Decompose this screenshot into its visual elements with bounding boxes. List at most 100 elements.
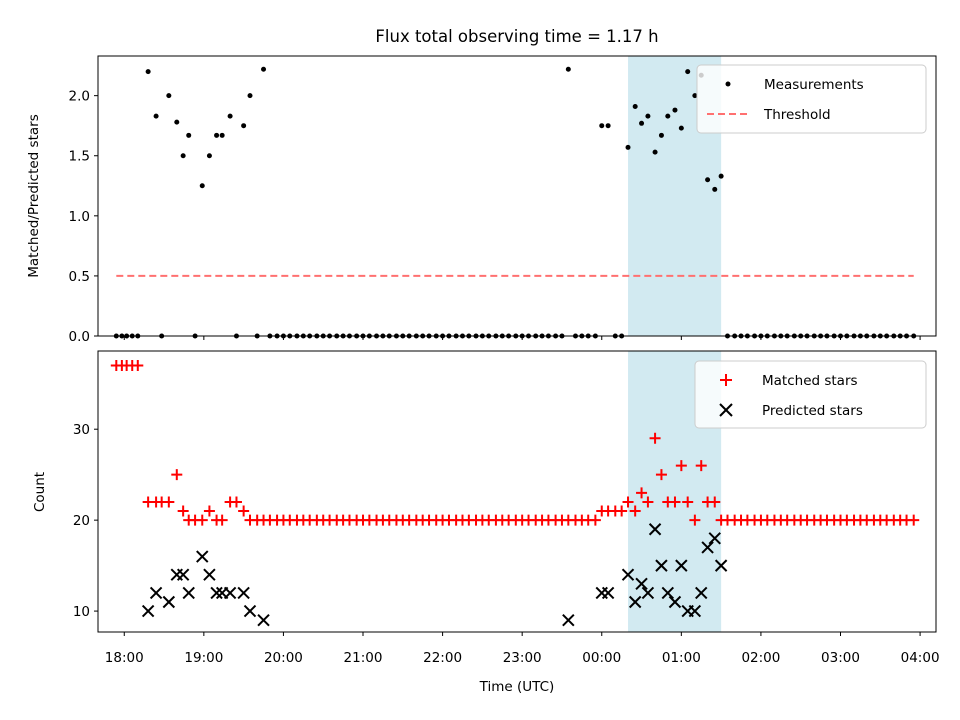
measurement-point bbox=[599, 123, 605, 129]
matched-star-point bbox=[171, 469, 183, 481]
matched-star-point bbox=[709, 496, 721, 508]
predicted-star-point bbox=[655, 559, 668, 572]
y-tick-label: 20 bbox=[73, 513, 90, 529]
predicted-star-point bbox=[237, 586, 250, 600]
x-axis-ticks bbox=[123, 336, 921, 340]
legend-measurements-marker bbox=[725, 81, 731, 87]
measurement-point bbox=[145, 69, 151, 75]
measurement-point bbox=[214, 132, 220, 138]
plot-frame bbox=[97, 350, 937, 633]
y-tick-label: 10 bbox=[73, 604, 90, 620]
predicted-star-point bbox=[176, 568, 190, 581]
predicted-star-point bbox=[675, 559, 688, 572]
count-plot: 10 20 30 18:00 19:00 20:00 21:00 22:00 23:00 00:… bbox=[32, 350, 940, 695]
measurement-point bbox=[605, 123, 611, 129]
y-axis-label: Count bbox=[32, 472, 48, 512]
measurement-point bbox=[645, 113, 651, 119]
predicted-star-point bbox=[182, 586, 195, 600]
measurement-point bbox=[685, 69, 691, 75]
matched-star-point bbox=[689, 514, 701, 526]
measurement-point bbox=[692, 93, 698, 99]
chart-title: Flux total observing time = 1.17 h bbox=[375, 27, 658, 46]
matched-star-point bbox=[177, 505, 189, 517]
plot-frame bbox=[97, 55, 937, 337]
measurement-point bbox=[247, 93, 253, 99]
x-axis-ticks: 18:00 19:00 20:00 21:00 22:00 23:00 00:00 01:00… bbox=[105, 632, 940, 666]
measurement-point bbox=[153, 113, 159, 119]
x-axis-label: Time (UTC) bbox=[479, 679, 555, 695]
measurement-point bbox=[174, 119, 180, 125]
measurement-point bbox=[241, 123, 247, 129]
legend-matched-label: Matched stars bbox=[762, 373, 858, 389]
measurement-point bbox=[665, 113, 671, 119]
predicted-star-point bbox=[562, 613, 575, 627]
legend-measurements-label: Measurements bbox=[764, 77, 864, 93]
predicted-star-point bbox=[210, 586, 223, 600]
y-tick-label: 0.0 bbox=[69, 329, 90, 345]
y-tick-label: 1.5 bbox=[69, 149, 90, 165]
measurement-point bbox=[678, 125, 684, 131]
predicted-star-point bbox=[243, 604, 257, 618]
predicted-star-point bbox=[635, 577, 648, 591]
predicted-star-point bbox=[628, 595, 642, 609]
matched-star-point bbox=[649, 432, 661, 444]
predicted-star-point bbox=[641, 586, 655, 600]
matched-star-point bbox=[132, 360, 144, 372]
x-tick-label: 20:00 bbox=[264, 650, 303, 666]
matched-star-point bbox=[629, 505, 641, 517]
x-tick-label: 18:00 bbox=[105, 650, 144, 666]
predicted-star-point bbox=[688, 604, 702, 618]
y-axis-ticks: 0.0 0.5 1.0 1.5 2.0 bbox=[69, 89, 98, 345]
measurement-point bbox=[206, 153, 212, 159]
matched-star-point bbox=[655, 469, 667, 481]
measurement-point bbox=[180, 153, 186, 159]
matched-star-point bbox=[642, 496, 654, 508]
measurement-point bbox=[261, 66, 267, 72]
matched-star-point bbox=[196, 514, 208, 526]
measurement-point bbox=[652, 149, 658, 155]
x-tick-label: 03:00 bbox=[821, 650, 860, 666]
matched-star-point bbox=[675, 460, 687, 472]
y-tick-label: 30 bbox=[73, 422, 90, 438]
predicted-star-point bbox=[695, 586, 708, 600]
matched-star-point bbox=[636, 487, 648, 499]
legend-threshold-label: Threshold bbox=[763, 107, 831, 123]
predicted-star-point bbox=[661, 586, 675, 600]
matched-star-point bbox=[669, 496, 681, 508]
measurement-point bbox=[186, 132, 192, 138]
predicted-star-point bbox=[701, 541, 714, 554]
ratio-plot: 0.00.51.01.52.0 Matched/Predicted stars … bbox=[26, 55, 937, 345]
measurement-point bbox=[199, 183, 205, 189]
measurement-point bbox=[705, 177, 711, 183]
y-tick-label: 2.0 bbox=[69, 89, 90, 105]
measurement-point bbox=[632, 103, 638, 109]
legend-box bbox=[696, 64, 927, 134]
legend: Matched stars Predicted stars bbox=[694, 360, 927, 429]
predicted-star-point bbox=[223, 586, 237, 600]
predicted-star-point bbox=[196, 550, 209, 563]
matched-star-point bbox=[203, 505, 215, 517]
predicted-star-point bbox=[668, 595, 682, 609]
y-tick-label: 1.0 bbox=[69, 209, 90, 225]
matched-star-point bbox=[622, 496, 634, 508]
legend-predicted-marker bbox=[719, 403, 733, 417]
matched-star-point bbox=[163, 496, 175, 508]
measurement-point bbox=[658, 132, 664, 138]
y-axis-label: Matched/Predicted stars bbox=[26, 114, 42, 277]
predicted-star-point bbox=[714, 559, 728, 572]
y-axis-ticks: 10 20 30 bbox=[73, 422, 98, 620]
matched-star-point bbox=[216, 514, 228, 526]
measurement-point bbox=[227, 113, 233, 119]
matched-star-point bbox=[908, 514, 920, 526]
measurement-point bbox=[672, 107, 678, 113]
predicted-star-point bbox=[149, 586, 163, 600]
matched-star-point bbox=[695, 460, 707, 472]
matched-star-point bbox=[589, 514, 601, 526]
y-tick-label: 0.5 bbox=[69, 269, 90, 285]
x-tick-label: 21:00 bbox=[344, 650, 383, 666]
measurement-point bbox=[166, 93, 172, 99]
predicted-star-point bbox=[203, 568, 216, 581]
predicted-star-point bbox=[257, 613, 270, 627]
measurement-point bbox=[712, 186, 718, 192]
